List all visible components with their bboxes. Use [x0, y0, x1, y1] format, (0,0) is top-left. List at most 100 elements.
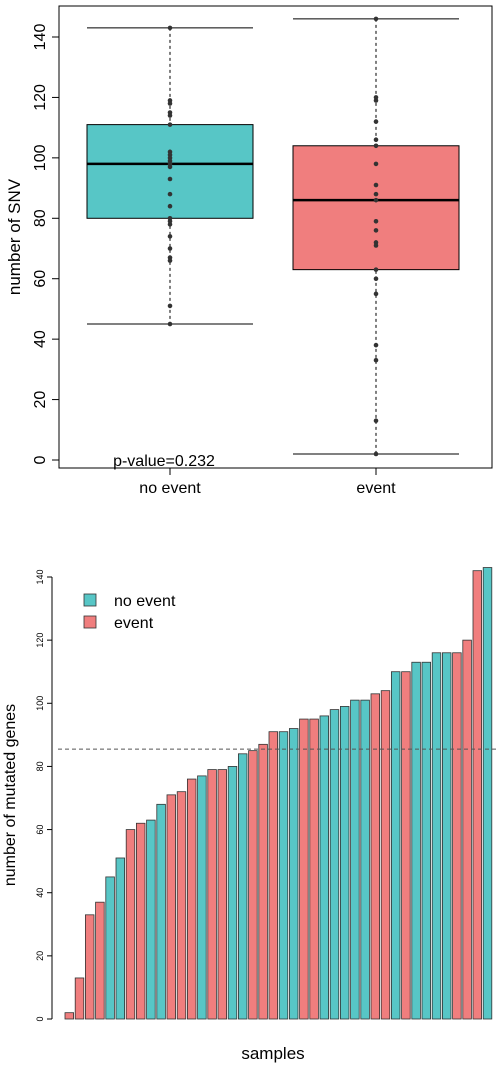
bar	[237, 753, 248, 1020]
data-point	[373, 191, 379, 197]
iqr-box	[292, 145, 460, 271]
bar	[431, 652, 442, 1020]
bar	[135, 822, 146, 1020]
data-point	[373, 267, 379, 272]
data-point	[373, 182, 379, 188]
data-point	[373, 243, 379, 248]
boxplot-y-tick-label: 60	[32, 270, 49, 288]
bar	[207, 769, 217, 1020]
bar	[441, 652, 452, 1020]
bar	[227, 766, 238, 1020]
barchart-y-tick-label: 0	[35, 1016, 45, 1021]
barchart-y-axis: 0 20 40 60 80 100 120 140	[35, 569, 53, 1022]
bar	[339, 706, 350, 1020]
bar	[95, 901, 105, 1020]
bar	[85, 914, 95, 1020]
legend-label: no event	[114, 593, 176, 610]
boxplot-x-tick-label: no event	[139, 480, 201, 497]
bar	[319, 715, 330, 1020]
data-point	[167, 176, 173, 182]
data-point	[167, 25, 173, 31]
boxplot-y-tick-label: 100	[32, 144, 49, 171]
legend-label: event	[114, 615, 154, 632]
bar	[309, 718, 319, 1020]
data-point	[167, 222, 173, 227]
bar	[278, 731, 289, 1020]
bar	[482, 567, 493, 1020]
data-point	[167, 303, 173, 309]
bar	[258, 743, 268, 1020]
data-point	[373, 137, 379, 143]
data-point	[167, 101, 173, 106]
data-point	[373, 98, 379, 103]
boxplot-y-tick-label: 40	[32, 330, 49, 348]
data-point	[167, 113, 173, 118]
bar	[64, 1012, 75, 1020]
boxplot-y-tick-label: 80	[32, 209, 49, 227]
data-point	[373, 219, 379, 224]
data-point	[373, 228, 379, 233]
bar	[74, 977, 85, 1020]
p-value-annotation: p-value=0.232	[113, 453, 215, 470]
box-event	[292, 16, 460, 457]
bar	[268, 731, 279, 1020]
data-point	[167, 122, 173, 127]
legend-swatch	[83, 593, 97, 607]
snv-boxplot: 0 20 40 60 80 100 120 140 no event event number …	[5, 5, 493, 497]
bar	[329, 709, 340, 1020]
legend-swatch	[83, 615, 97, 629]
bar	[248, 750, 258, 1020]
bar	[370, 693, 381, 1020]
bar	[472, 570, 483, 1020]
boxplot-boxes	[86, 16, 460, 457]
bar	[390, 671, 401, 1020]
barchart-y-tick-label: 100	[35, 696, 45, 711]
boxplot-frame	[58, 5, 493, 469]
boxplot-y-axis: 0 20 40 60 80 100 120 140	[32, 24, 59, 464]
bar	[462, 639, 472, 1020]
data-point	[167, 234, 173, 239]
iqr-box	[86, 124, 254, 219]
data-point	[373, 119, 379, 124]
bar	[380, 690, 391, 1020]
bar	[146, 819, 156, 1020]
barchart-y-label: number of mutated genes	[2, 704, 19, 886]
data-point	[373, 451, 379, 457]
mutated-genes-barchart: 0 20 40 60 80 100 120 140 no event event number …	[2, 567, 497, 1063]
data-point	[373, 197, 379, 203]
bar	[350, 699, 360, 1020]
bar	[421, 661, 432, 1020]
boxplot-x-tick-label: event	[356, 480, 396, 497]
boxplot-y-tick-label: 120	[32, 84, 49, 111]
barchart-y-tick-label: 80	[35, 761, 45, 771]
boxplot-y-label: number of SNV	[5, 178, 24, 295]
data-point	[167, 246, 173, 251]
bar	[217, 769, 228, 1020]
bar	[176, 791, 187, 1020]
barchart-y-tick-label: 40	[35, 888, 45, 898]
data-point	[373, 16, 379, 22]
barchart-y-tick-label: 120	[35, 633, 45, 648]
bar	[115, 857, 126, 1020]
bar	[360, 699, 370, 1020]
data-point	[167, 203, 173, 209]
boxplot-x-labels: no event event	[139, 468, 396, 497]
bar	[411, 661, 421, 1020]
bar	[288, 728, 299, 1020]
data-point	[167, 321, 173, 327]
barchart-bars	[64, 567, 493, 1020]
barchart-x-label: samples	[241, 1044, 304, 1063]
data-point	[373, 161, 379, 167]
barchart-y-tick-label: 140	[35, 569, 45, 584]
barchart-y-tick-label: 20	[35, 951, 45, 961]
boxplot-y-tick-label: 0	[32, 455, 49, 464]
data-point	[373, 418, 379, 424]
bar	[299, 718, 309, 1020]
boxplot-y-tick-label: 20	[32, 391, 49, 409]
barchart-legend: no event event	[83, 593, 176, 632]
bar	[166, 794, 177, 1020]
bar	[105, 876, 115, 1020]
data-point	[167, 191, 173, 197]
data-point	[373, 357, 379, 363]
